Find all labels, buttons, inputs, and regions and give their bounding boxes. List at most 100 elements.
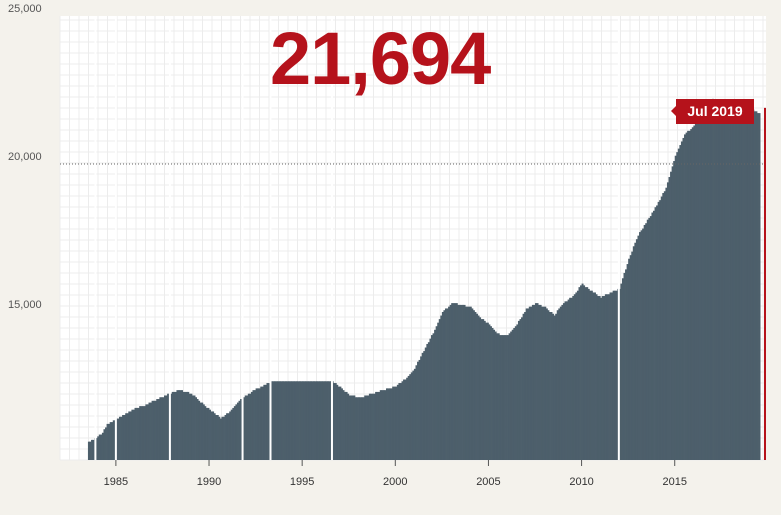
data-bar [401, 381, 404, 460]
data-bar [392, 386, 395, 460]
data-bar [713, 100, 716, 460]
data-bar [677, 148, 680, 460]
data-bar [432, 333, 435, 460]
data-bar [575, 292, 578, 460]
data-bar [303, 381, 306, 460]
data-bar [313, 381, 315, 460]
data-bar [193, 395, 196, 460]
data-bar [670, 171, 673, 461]
data-bar [538, 304, 541, 460]
data-bar [524, 312, 527, 460]
data-bar [389, 388, 392, 460]
data-bar [590, 290, 593, 460]
data-bar [361, 397, 364, 460]
data-bar [522, 313, 525, 460]
data-bar [443, 310, 446, 460]
data-bar [496, 333, 499, 460]
data-bar [521, 317, 523, 460]
data-bar [118, 416, 121, 460]
data-bar [621, 278, 624, 460]
data-bar [372, 393, 374, 460]
data-bar [471, 308, 474, 460]
data-bar [691, 127, 694, 461]
data-bar [291, 381, 294, 460]
data-bar [283, 381, 286, 460]
data-bar [535, 303, 537, 460]
data-bar [584, 287, 587, 460]
data-bar [333, 383, 336, 460]
data-bar [139, 406, 142, 460]
data-bar [738, 116, 741, 460]
data-bar [688, 130, 691, 460]
data-bar [385, 388, 388, 460]
data-bar [227, 413, 230, 460]
bar-gap [241, 16, 244, 460]
data-bar [609, 292, 612, 460]
data-bar [143, 406, 146, 460]
data-bar [426, 343, 429, 460]
data-bar [580, 285, 582, 460]
data-bar [247, 393, 250, 460]
data-bar [468, 306, 471, 460]
data-bar [707, 104, 710, 460]
data-bar [519, 319, 522, 460]
data-bar [340, 388, 343, 460]
data-bar [615, 290, 618, 460]
data-bar [89, 441, 92, 460]
data-bar [393, 386, 396, 460]
data-bar [375, 391, 378, 460]
data-bar [530, 306, 533, 460]
data-bar [472, 310, 475, 460]
data-bar [384, 390, 387, 460]
data-bar [111, 422, 114, 460]
data-bar [441, 312, 444, 460]
data-bar [156, 399, 159, 460]
data-bar [299, 381, 302, 460]
data-bar [311, 381, 314, 460]
data-bar [536, 303, 539, 460]
data-bar [173, 391, 176, 460]
data-bar [444, 308, 447, 460]
data-bar [634, 242, 637, 460]
data-bar [586, 287, 589, 460]
data-bar [285, 381, 288, 460]
data-bar [216, 415, 219, 460]
data-bar [204, 406, 207, 460]
data-bar [449, 304, 452, 460]
y-tick-label: 15,000 [8, 299, 42, 311]
data-bar [539, 304, 542, 460]
data-bar [642, 228, 645, 460]
data-bar [213, 413, 216, 460]
data-bar [499, 335, 502, 460]
data-bar [625, 269, 628, 460]
data-bar [601, 296, 604, 460]
data-bar [184, 391, 187, 460]
data-bar [151, 400, 154, 460]
data-bar [396, 384, 399, 460]
bar-gap [330, 16, 333, 460]
data-bar [243, 397, 246, 460]
data-bar [698, 116, 700, 460]
data-bar [365, 395, 368, 460]
data-bar [671, 166, 674, 461]
data-bar [160, 397, 163, 460]
data-bar [623, 272, 626, 460]
data-bar [614, 290, 617, 460]
data-bar [462, 304, 465, 460]
data-bar [255, 388, 258, 460]
data-bar [106, 423, 109, 460]
data-bar [606, 294, 609, 460]
data-bar [721, 111, 724, 460]
data-bar [387, 388, 390, 460]
data-bar [682, 137, 685, 460]
data-bar [594, 292, 596, 460]
data-bar [188, 393, 191, 460]
data-bar [120, 416, 123, 460]
data-bar [724, 107, 727, 460]
data-bar [482, 319, 485, 460]
data-bar [202, 404, 205, 460]
data-bar [159, 397, 162, 460]
data-bar [268, 383, 270, 460]
data-bar [150, 402, 152, 460]
data-bar [570, 297, 573, 460]
